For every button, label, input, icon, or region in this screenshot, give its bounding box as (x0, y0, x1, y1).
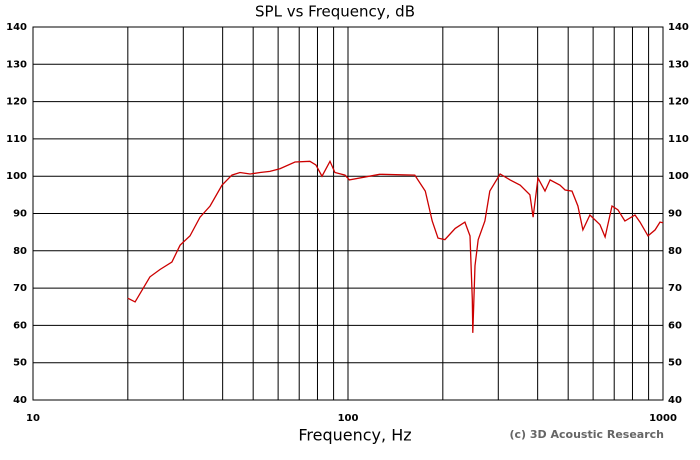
y2-tick-label: 80 (668, 246, 682, 257)
y-tick-label: 120 (6, 97, 27, 108)
y-tick-label: 60 (13, 320, 27, 331)
y2-tick-label: 60 (668, 320, 682, 331)
y2-tick-label: 110 (668, 134, 689, 145)
y-tick-label: 140 (6, 22, 27, 33)
x-tick-label: 10 (26, 413, 40, 424)
y2-tick-label: 140 (668, 22, 689, 33)
y2-tick-label: 120 (668, 97, 689, 108)
x-tick-label: 1000 (649, 413, 677, 424)
y2-tick-label: 40 (668, 395, 682, 406)
y-tick-label: 130 (6, 59, 27, 70)
y-tick-label: 50 (13, 358, 27, 369)
annotation: (c) 3D Acoustic Research (509, 428, 664, 441)
y2-tick-label: 130 (668, 59, 689, 70)
y2-tick-label: 90 (668, 209, 682, 220)
y2-tick-label: 50 (668, 358, 682, 369)
y2-tick-label: 70 (668, 283, 682, 294)
y-tick-label: 40 (13, 395, 27, 406)
y2-tick-label: 100 (668, 171, 689, 182)
x-axis-label: Frequency, Hz (298, 426, 411, 445)
y-tick-label: 110 (6, 134, 27, 145)
x-tick-label: 100 (338, 413, 359, 424)
y-tick-label: 90 (13, 209, 27, 220)
y-tick-label: 70 (13, 283, 27, 294)
chart-title: SPL vs Frequency, dB (255, 3, 415, 21)
y-tick-label: 80 (13, 246, 27, 257)
data-line (127, 159, 664, 333)
y-tick-label: 100 (6, 171, 27, 182)
